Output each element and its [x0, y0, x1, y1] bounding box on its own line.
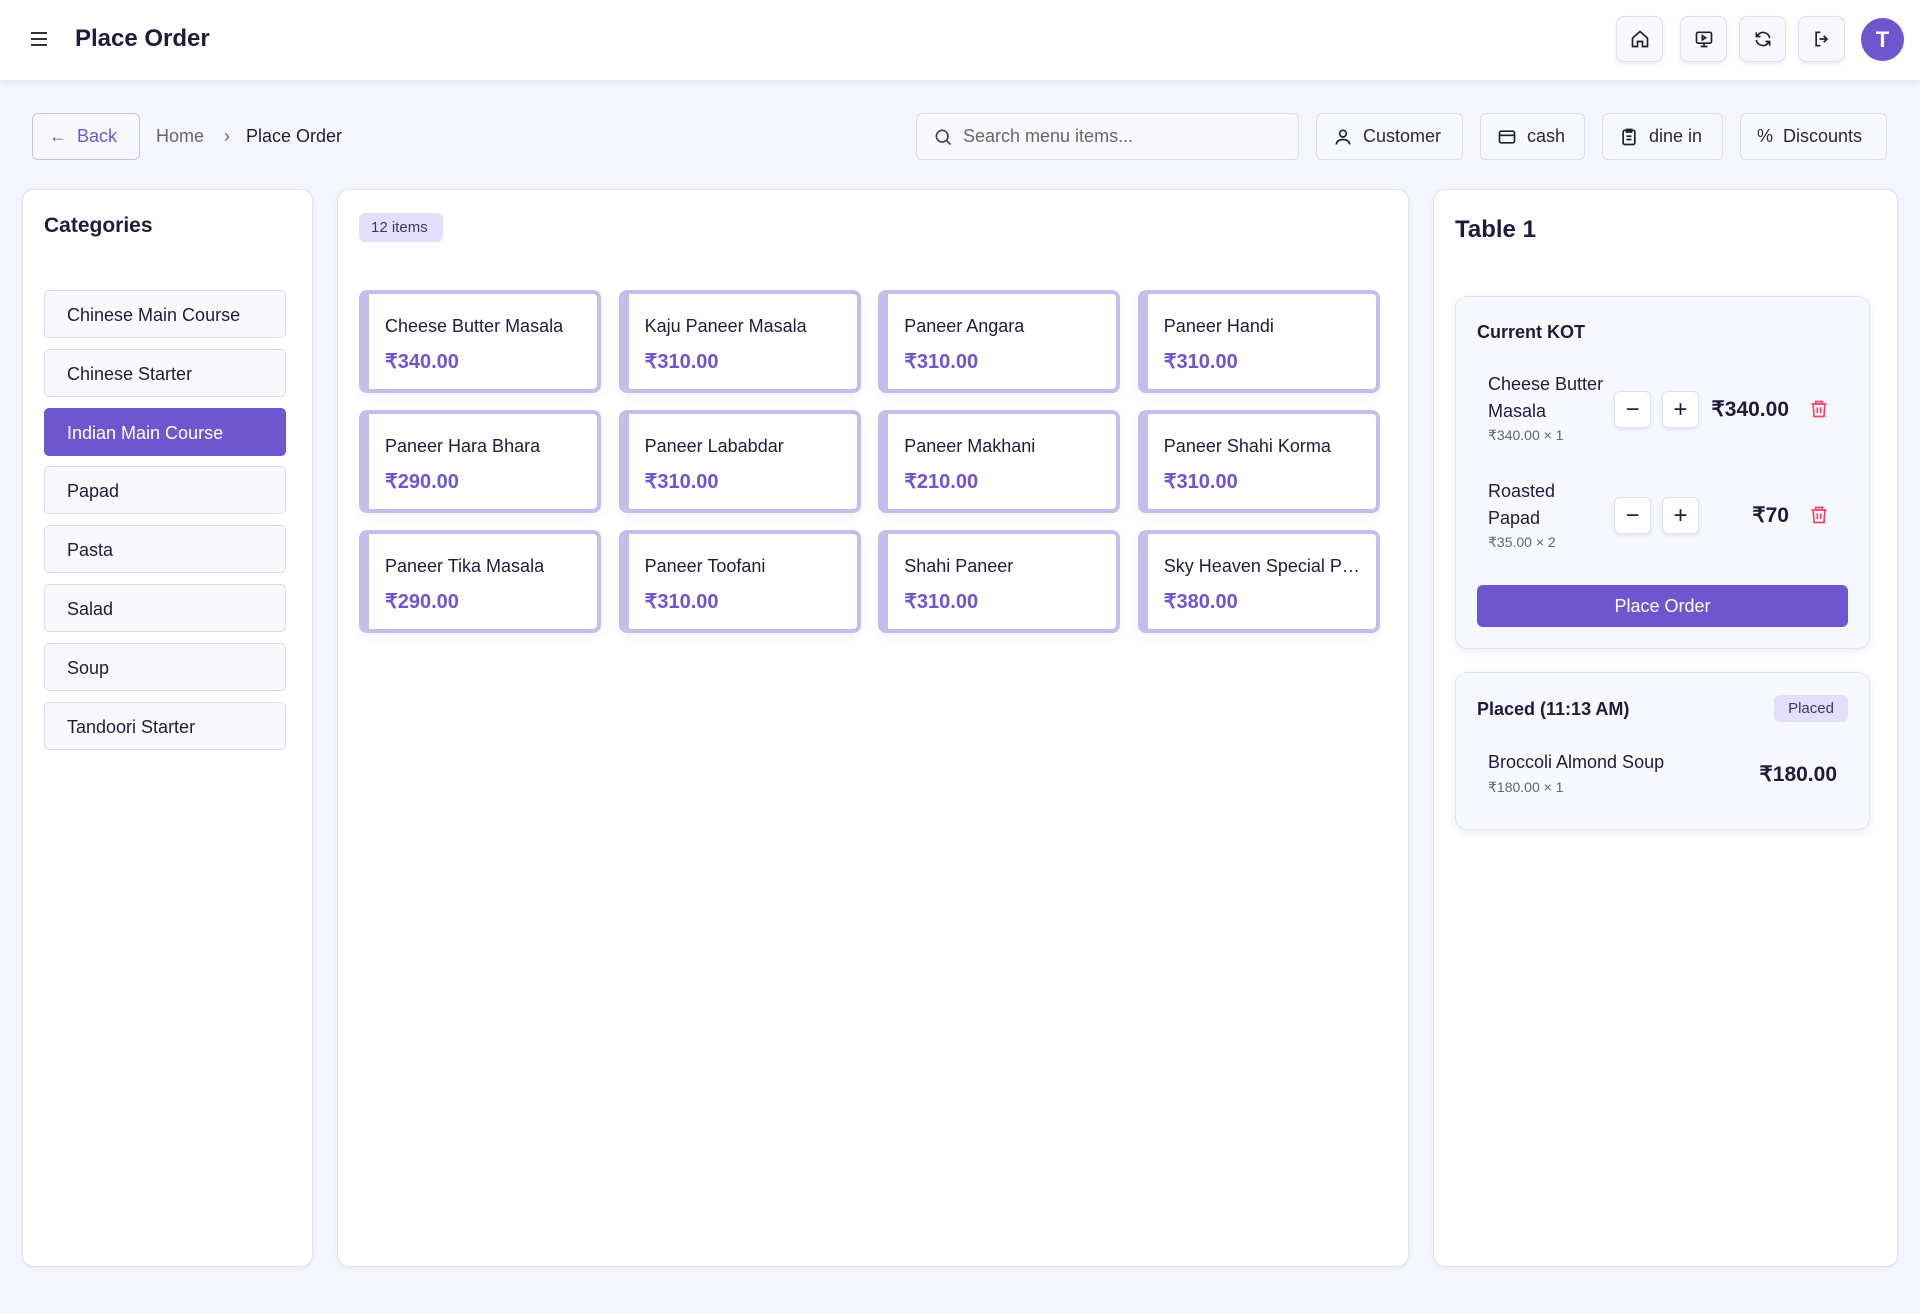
kot-item-name: Roasted Papad: [1488, 481, 1556, 528]
refresh-button[interactable]: [1739, 16, 1786, 62]
category-item[interactable]: Tandoori Starter: [44, 701, 286, 750]
placed-item-name: Broccoli Almond Soup: [1488, 752, 1665, 772]
order-type-button[interactable]: dine in: [1602, 113, 1723, 160]
logout-button[interactable]: [1798, 16, 1845, 62]
menu-item-card[interactable]: Paneer Angara ₹310.00: [878, 290, 1121, 393]
menu-item-card[interactable]: Paneer Hara Bhara ₹290.00: [359, 410, 601, 513]
menu-item-price: ₹310.00: [644, 471, 719, 493]
menu-item-name: Paneer Toofani: [644, 556, 766, 576]
placed-item-total: ₹180.00: [1759, 763, 1837, 786]
menu-item-price: ₹290.00: [385, 471, 459, 493]
kot-item-detail: ₹35.00 × 2: [1488, 534, 1556, 550]
menu-item-price: ₹290.00: [385, 591, 459, 613]
category-item[interactable]: Soup: [44, 642, 286, 691]
menu-icon[interactable]: [31, 32, 47, 50]
menu-item-price: ₹310.00: [904, 591, 979, 613]
menu-item-card[interactable]: Kaju Paneer Masala ₹310.00: [618, 290, 861, 393]
menu-item-card[interactable]: Shahi Paneer ₹310.00: [878, 530, 1121, 633]
menu-item-price: ₹310.00: [644, 591, 719, 613]
menu-item-price: ₹310.00: [644, 351, 719, 373]
category-item[interactable]: Pasta: [44, 525, 286, 574]
menu-item-price: ₹310.00: [1163, 351, 1238, 373]
trash-icon[interactable]: [1809, 504, 1829, 526]
category-item[interactable]: Salad: [44, 584, 286, 632]
placed-kot-title: Placed (11:13 AM): [1477, 699, 1630, 719]
category-item[interactable]: Chinese Starter: [44, 348, 286, 397]
menu-item-name: Paneer Shahi Korma: [1163, 436, 1331, 456]
categories-title: Categories: [44, 214, 153, 237]
menu-item-name: Paneer Angara: [904, 316, 1025, 336]
increase-quantity-button[interactable]: +: [1662, 497, 1699, 534]
chevron-right-icon: ›: [224, 126, 230, 146]
decrease-quantity-button[interactable]: −: [1614, 497, 1651, 534]
current-kot-title: Current KOT: [1477, 322, 1585, 342]
menu-item-name: Paneer Handi: [1163, 316, 1274, 336]
refresh-icon: [1755, 31, 1770, 47]
menu-item-name: Paneer Hara Bhara: [385, 436, 541, 456]
menu-item-name: Paneer Lababdar: [644, 436, 784, 456]
items-count-badge: 12 items: [359, 213, 443, 242]
home-icon: [1631, 30, 1648, 48]
display-button[interactable]: [1680, 16, 1727, 62]
home-button[interactable]: [1616, 16, 1663, 62]
category-item[interactable]: Chinese Main Course: [44, 290, 286, 338]
search-icon: [935, 129, 952, 145]
category-item[interactable]: Papad: [44, 466, 286, 515]
menu-item-card[interactable]: Paneer Toofani ₹310.00: [618, 530, 861, 633]
kot-item-total: ₹340.00: [1711, 398, 1789, 421]
increase-quantity-button[interactable]: +: [1662, 391, 1699, 428]
kot-item-detail: ₹340.00 × 1: [1488, 427, 1564, 443]
table-title: Table 1: [1455, 216, 1536, 243]
decrease-quantity-button[interactable]: −: [1614, 391, 1651, 428]
menu-item-card[interactable]: Paneer Lababdar ₹310.00: [618, 410, 861, 513]
menu-item-price: ₹310.00: [1163, 471, 1238, 493]
menu-item-card[interactable]: Cheese Butter Masala ₹340.00: [359, 290, 601, 393]
placed-status-badge: Placed: [1774, 695, 1848, 722]
menu-item-price: ₹380.00: [1163, 591, 1238, 613]
category-item[interactable]: Indian Main Course: [44, 407, 286, 456]
menu-item-price: ₹340.00: [385, 351, 459, 373]
clipboard-icon: [1622, 128, 1636, 145]
monitor-icon: [1695, 31, 1712, 48]
search-input[interactable]: Search menu items...: [916, 113, 1299, 160]
avatar[interactable]: T: [1861, 18, 1904, 61]
menu-item-card[interactable]: Sky Heaven Special Paneer ₹380.00: [1137, 530, 1380, 633]
page-title: Place Order: [75, 25, 210, 52]
back-button[interactable]: ← Back: [32, 113, 140, 160]
menu-item-card[interactable]: Paneer Makhani ₹210.00: [878, 410, 1121, 513]
menu-item-card[interactable]: Paneer Tika Masala ₹290.00: [359, 530, 601, 633]
menu-item-name: Sky Heaven Special Paneer: [1163, 556, 1364, 576]
menu-item-card[interactable]: Paneer Shahi Korma ₹310.00: [1137, 410, 1380, 513]
menu-item-price: ₹310.00: [904, 351, 979, 373]
place-order-button[interactable]: Place Order: [1477, 585, 1848, 627]
arrow-left-icon: ←: [49, 126, 67, 146]
menu-item-name: Cheese Butter Masala: [385, 316, 564, 336]
logout-icon: [1814, 31, 1828, 47]
menu-item-name: Kaju Paneer Masala: [644, 316, 807, 336]
menu-item-price: ₹210.00: [904, 471, 979, 493]
user-icon: [1335, 129, 1351, 145]
credit-card-icon: [1498, 129, 1516, 144]
kot-item-total: ₹70: [1752, 504, 1789, 527]
menu-item-name: Shahi Paneer: [904, 556, 1014, 576]
top-header: [0, 0, 1920, 80]
kot-item-name: Cheese Butter Masala: [1488, 374, 1604, 421]
menu-item-card[interactable]: Paneer Handi ₹310.00: [1137, 290, 1380, 393]
breadcrumb-current: Place Order: [246, 126, 343, 146]
placed-item-detail: ₹180.00 × 1: [1488, 779, 1564, 795]
customer-button[interactable]: Customer: [1316, 113, 1463, 160]
discounts-button[interactable]: % Discounts: [1740, 113, 1887, 160]
menu-item-name: Paneer Tika Masala: [385, 556, 545, 576]
payment-button[interactable]: cash: [1480, 113, 1585, 160]
breadcrumb-home[interactable]: Home: [156, 126, 205, 146]
percent-icon: %: [1757, 126, 1774, 146]
menu-item-name: Paneer Makhani: [904, 436, 1036, 456]
trash-icon[interactable]: [1809, 398, 1829, 420]
